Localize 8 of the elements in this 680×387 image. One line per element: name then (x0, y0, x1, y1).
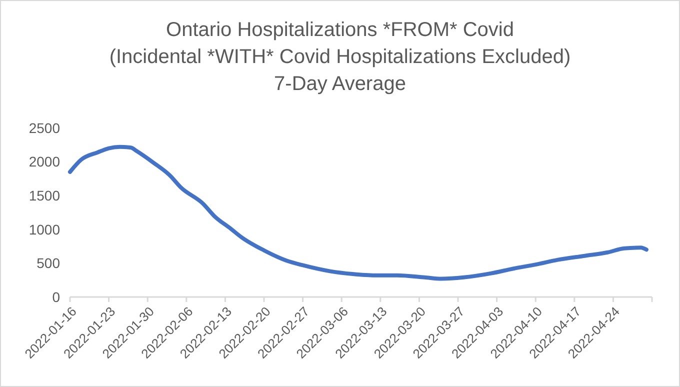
y-tick-label: 1500 (28, 188, 60, 204)
y-tick-label: 0 (52, 288, 60, 305)
y-tick-label: 2500 (28, 120, 60, 136)
line-series (68, 144, 648, 281)
y-tick-label: 2000 (28, 154, 60, 170)
chart-title: Ontario Hospitalizations *FROM* Covid (Incidental *WITH* Covid Hospitalizations Excluded) 7-Day Average (109, 19, 571, 95)
y-tick-label: 500 (36, 255, 60, 272)
y-tick-label: 1000 (28, 221, 60, 238)
